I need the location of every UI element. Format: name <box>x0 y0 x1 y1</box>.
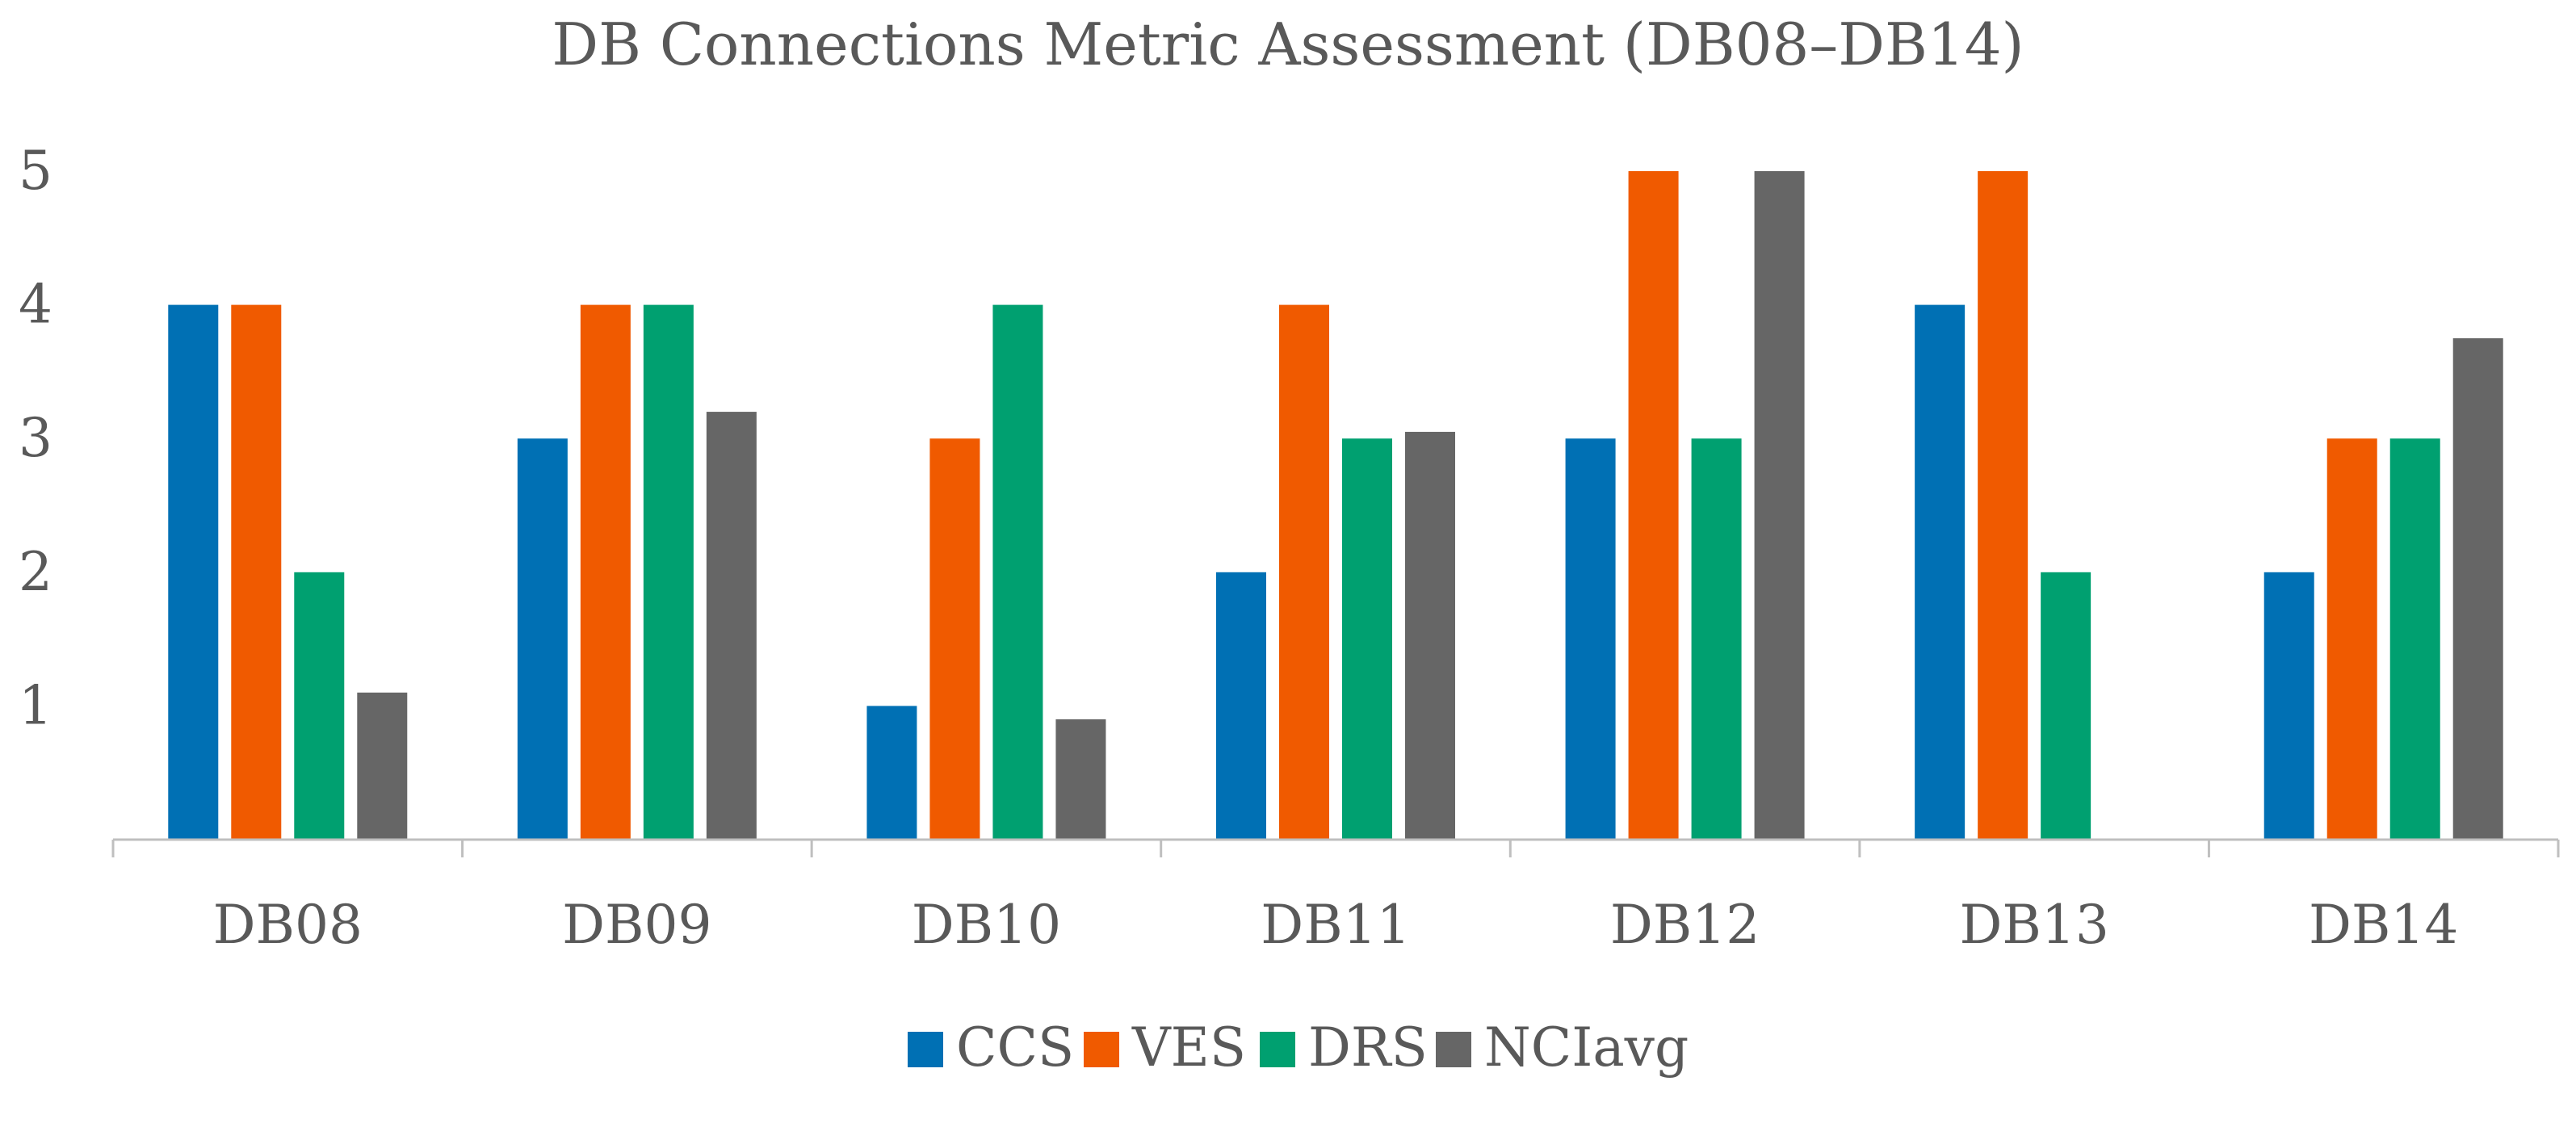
x-axis: DB08 DB09 DB10 DB11 DB12 DB13 DB14 <box>111 838 2560 956</box>
bars-group <box>168 171 2503 840</box>
bar-ves-db08 <box>231 304 282 840</box>
bar-ccs-db11 <box>1216 572 1266 840</box>
x-tick-label-db13: DB13 <box>1959 894 2108 956</box>
y-tick-label-2: 2 <box>19 541 52 603</box>
bar-nciavg-db09 <box>706 412 757 840</box>
bar-ves-db14 <box>2326 438 2377 840</box>
y-tick-label-5: 5 <box>19 140 52 202</box>
bar-ccs-db13 <box>1915 304 1966 840</box>
bar-nciavg-db14 <box>2452 338 2503 840</box>
x-tick-label-db11: DB11 <box>1261 894 1410 956</box>
x-tick-label-db12: DB12 <box>1610 894 1760 956</box>
bar-ves-db09 <box>580 304 631 840</box>
x-tick-label-db10: DB10 <box>912 894 1061 956</box>
y-tick-label-3: 3 <box>19 407 52 469</box>
bar-ves-db13 <box>1978 171 2028 840</box>
y-tick-label-1: 1 <box>19 674 52 736</box>
bar-ccs-db14 <box>2263 572 2314 840</box>
bar-drs-db08 <box>294 572 345 840</box>
x-tick-label-db09: DB09 <box>562 894 711 956</box>
bar-ccs-db08 <box>168 304 219 840</box>
legend: CCS VES DRS NCIavg <box>908 1016 1689 1079</box>
bar-drs-db13 <box>2041 572 2091 840</box>
bar-nciavg-db10 <box>1055 719 1106 840</box>
y-axis-ticks: 1 2 3 4 5 <box>19 140 52 736</box>
bar-ccs-db10 <box>866 706 917 840</box>
x-tick-label-db08: DB08 <box>213 894 363 956</box>
legend-swatch-drs <box>1260 1032 1295 1067</box>
legend-swatch-ccs <box>908 1032 943 1067</box>
bar-drs-db12 <box>1691 438 1742 840</box>
bar-ccs-db09 <box>517 438 568 840</box>
legend-label-ccs: CCS <box>956 1016 1074 1079</box>
legend-label-drs: DRS <box>1308 1016 1428 1079</box>
y-tick-label-4: 4 <box>19 274 52 336</box>
bar-drs-db14 <box>2389 438 2440 840</box>
bar-nciavg-db11 <box>1405 431 1455 840</box>
legend-swatch-ves <box>1084 1032 1119 1067</box>
bar-nciavg-db12 <box>1754 171 1805 840</box>
bar-ccs-db12 <box>1565 438 1616 840</box>
x-tick-label-db14: DB14 <box>2309 894 2458 956</box>
legend-label-nciavg: NCIavg <box>1484 1016 1689 1079</box>
bar-ves-db11 <box>1279 304 1329 840</box>
bar-drs-db10 <box>992 304 1043 840</box>
legend-swatch-nciavg <box>1436 1032 1471 1067</box>
chart-title: DB Connections Metric Assessment (DB08–D… <box>552 10 2024 78</box>
legend-label-ves: VES <box>1131 1016 1246 1079</box>
bar-ves-db12 <box>1628 171 1679 840</box>
bar-drs-db11 <box>1342 438 1392 840</box>
bar-drs-db09 <box>643 304 694 840</box>
bar-nciavg-db08 <box>357 692 408 840</box>
bar-ves-db10 <box>929 438 980 840</box>
